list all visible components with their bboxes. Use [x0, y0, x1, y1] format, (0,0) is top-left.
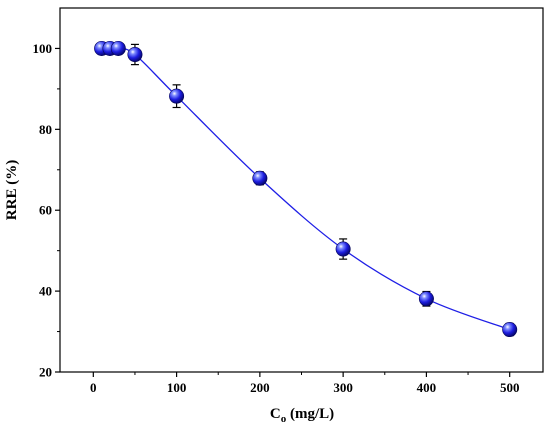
- y-tick-label: 100: [33, 41, 53, 56]
- data-point: [335, 241, 351, 257]
- y-tick-label: 80: [39, 122, 52, 137]
- y-axis: 20 40 60 80 100: [33, 41, 60, 380]
- y-tick-label: 60: [39, 203, 52, 218]
- data-point: [169, 88, 185, 104]
- x-tick-label: 500: [500, 380, 520, 395]
- y-tick-label: 40: [39, 284, 52, 299]
- x-axis-label-main: C: [270, 406, 281, 422]
- x-axis-label-subscript: o: [281, 413, 287, 425]
- x-axis: 0 100 200 300 400 500: [90, 372, 519, 395]
- data-point: [252, 170, 268, 186]
- x-axis-label: Co (mg/L): [270, 406, 334, 425]
- data-point: [418, 291, 434, 307]
- data-point: [110, 40, 126, 56]
- plot-frame: [59, 7, 544, 373]
- y-axis-label: RRE (%): [4, 160, 20, 220]
- data-point: [502, 322, 518, 338]
- x-tick-label: 200: [250, 380, 270, 395]
- x-tick-label: 100: [167, 380, 187, 395]
- x-tick-label: 400: [417, 380, 437, 395]
- data-points: [94, 40, 518, 338]
- y-tick-label: 20: [39, 365, 52, 380]
- x-tick-label: 0: [90, 380, 97, 395]
- data-point: [127, 47, 143, 63]
- error-bars: [130, 43, 514, 337]
- x-tick-label: 300: [333, 380, 353, 395]
- x-axis-label-unit: (mg/L): [286, 406, 334, 422]
- series-line: [101, 47, 510, 331]
